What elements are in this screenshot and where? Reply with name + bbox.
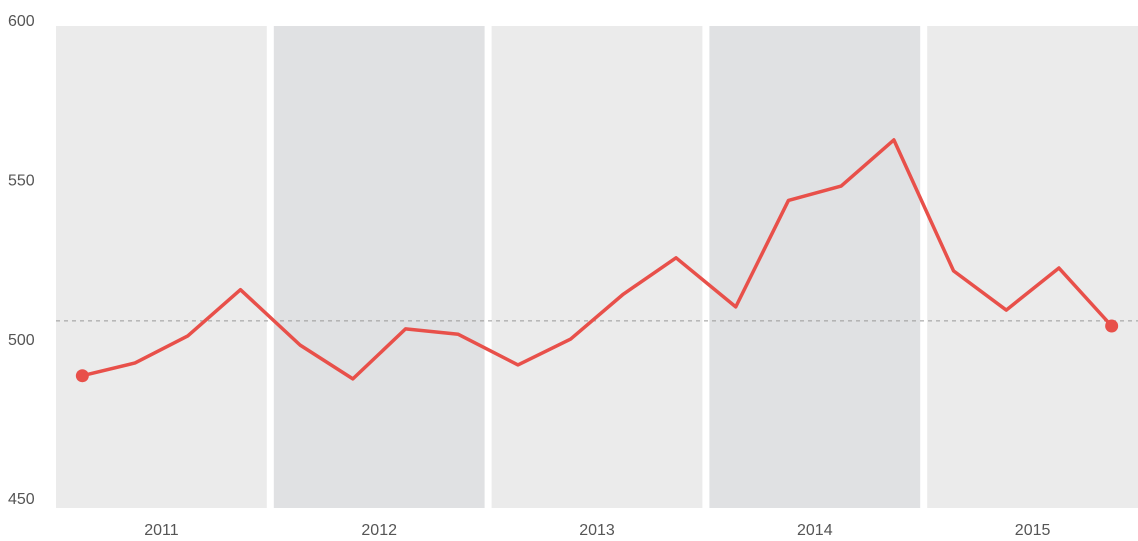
y-tick-label: 500 <box>8 332 35 349</box>
x-tick-label: 2013 <box>579 522 615 539</box>
y-tick-label: 550 <box>8 173 35 190</box>
y-tick-label: 450 <box>8 491 35 508</box>
x-tick-label: 2014 <box>797 522 833 539</box>
x-tick-label: 2012 <box>361 522 397 539</box>
year-band <box>491 26 703 508</box>
y-tick-label: 600 <box>8 13 35 30</box>
year-band <box>709 26 921 508</box>
end-marker <box>75 369 89 383</box>
year-band <box>927 26 1138 508</box>
year-band <box>273 26 485 508</box>
end-marker <box>1105 319 1119 333</box>
x-tick-label: 2015 <box>1015 522 1051 539</box>
x-tick-label: 2011 <box>144 522 179 539</box>
data-line <box>81 138 1113 381</box>
year-band <box>56 26 267 508</box>
